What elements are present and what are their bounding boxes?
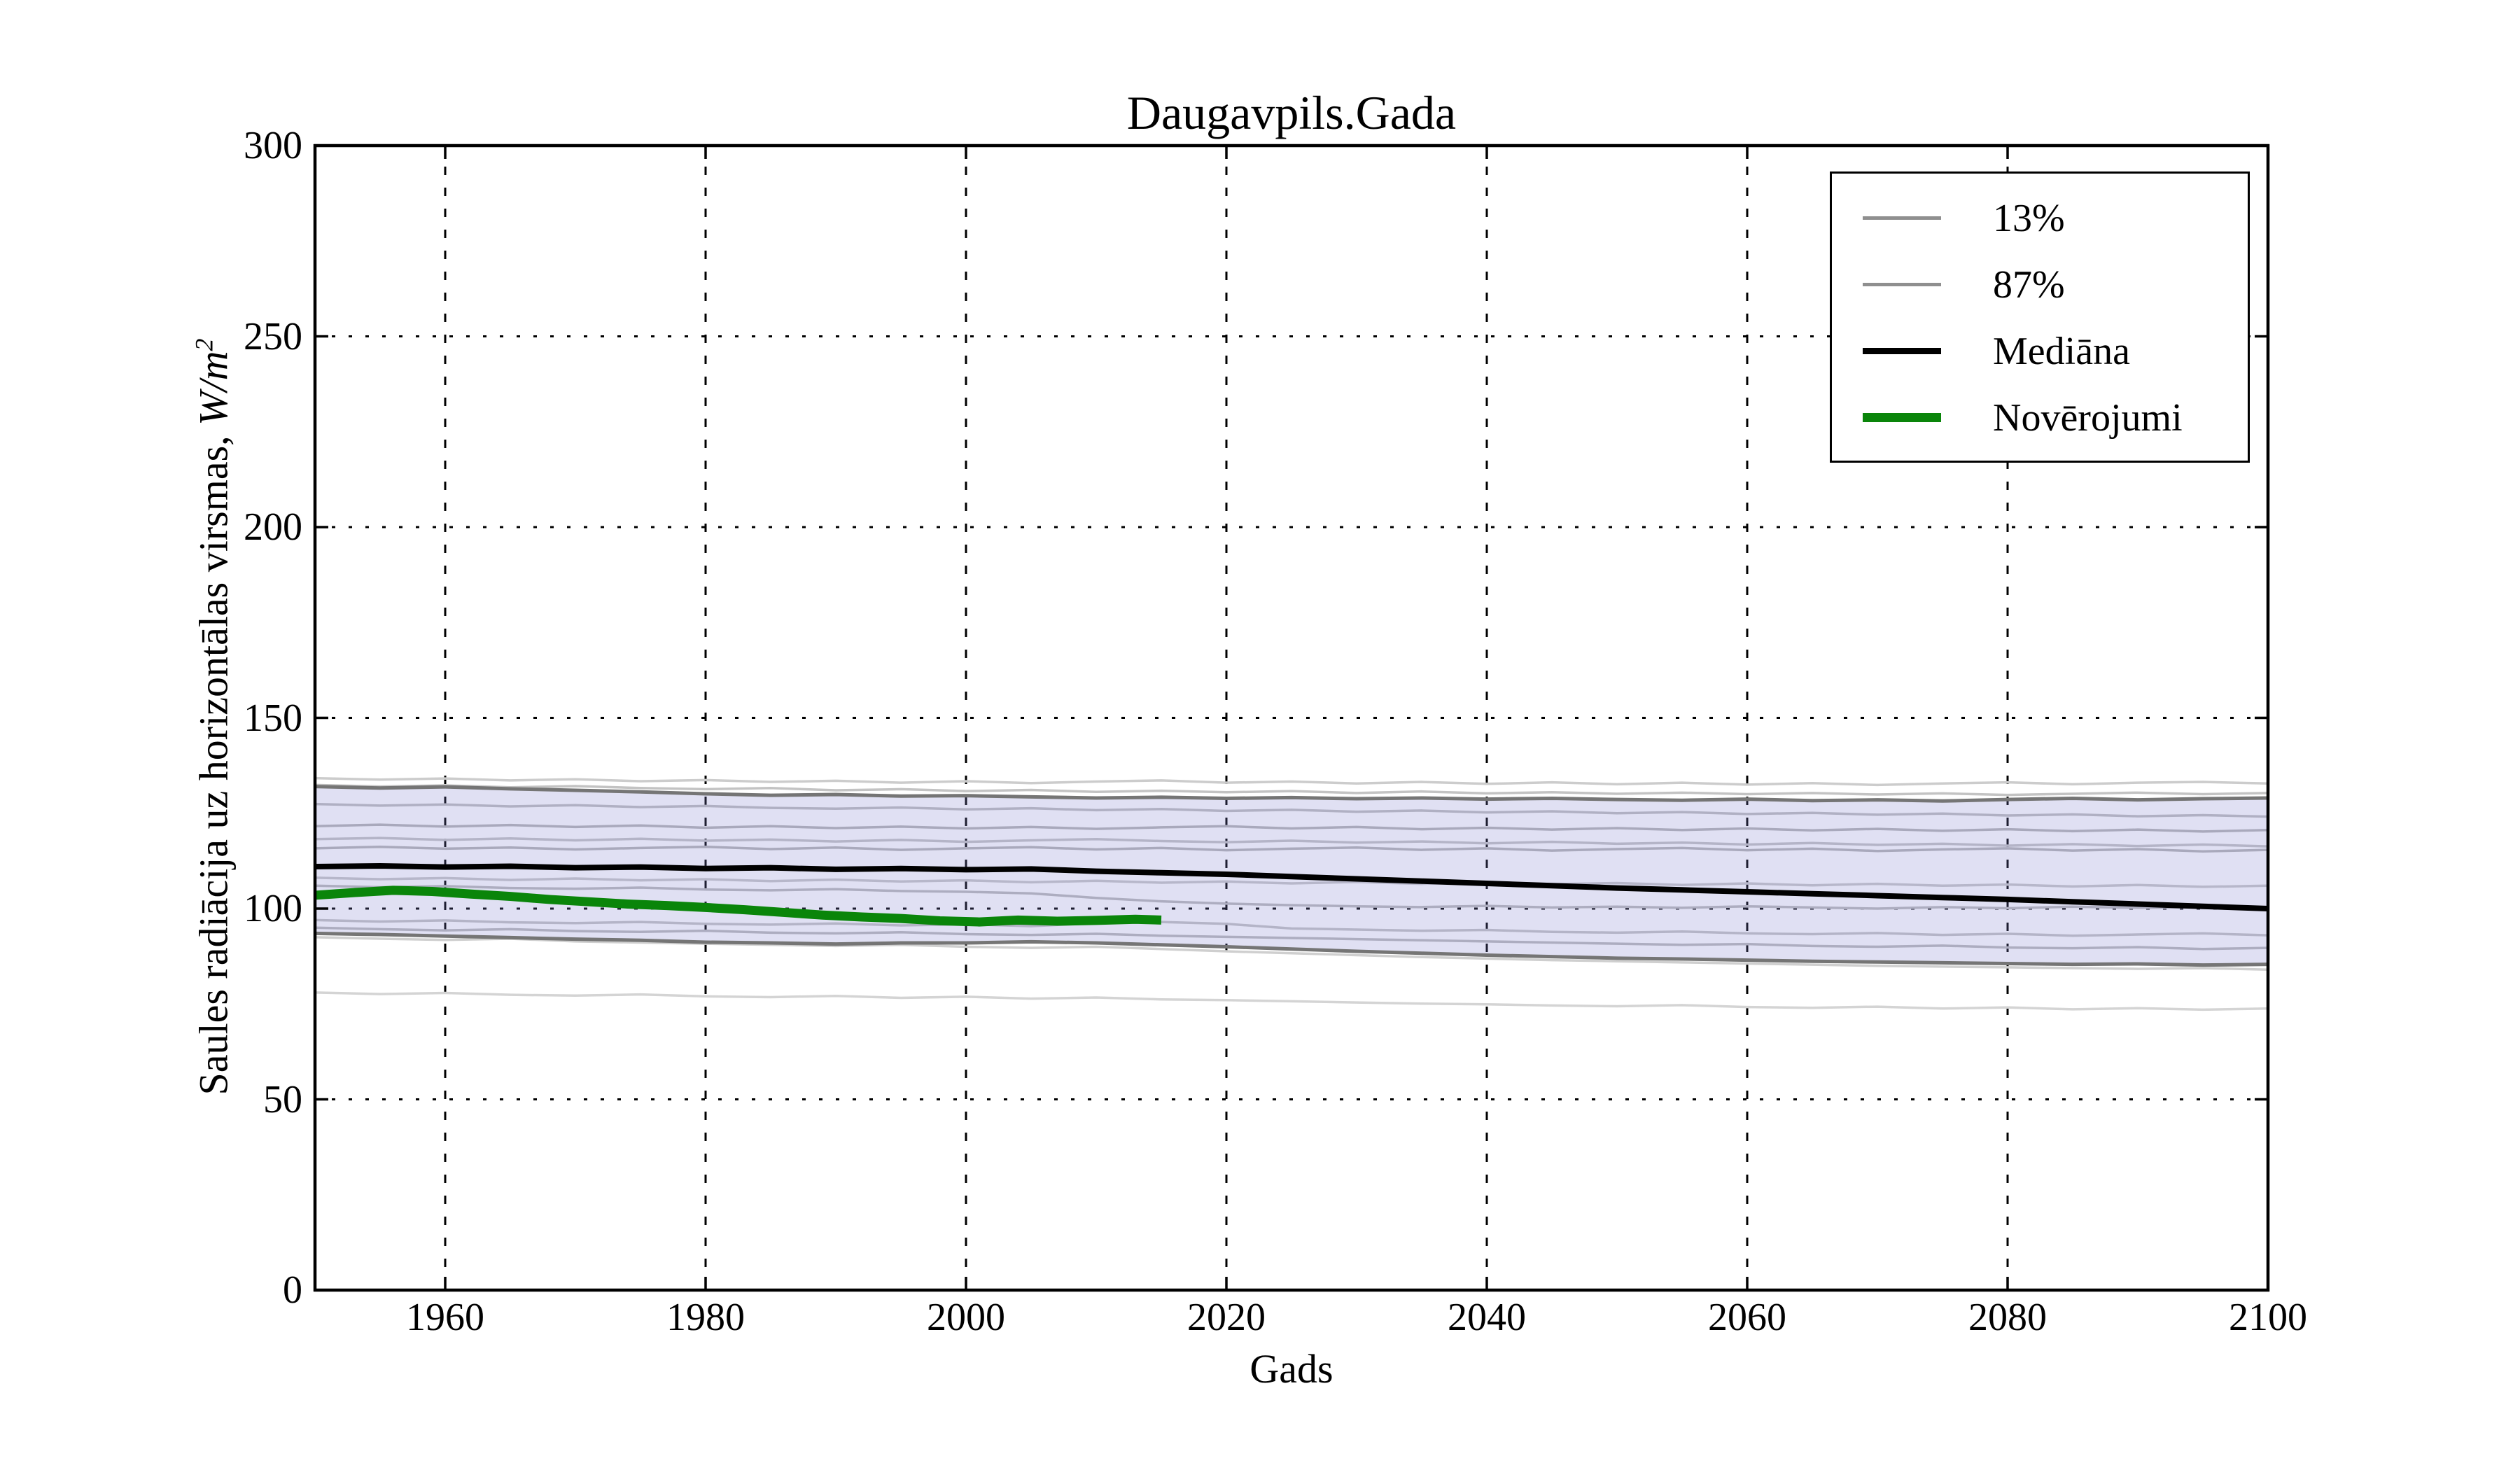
member-line-ansamblis-3 <box>314 802 2269 818</box>
y-tick-label: 300 <box>244 124 302 167</box>
chart-title: Daugavpils.Gada <box>1126 86 1457 139</box>
legend-label-noverojumi: Novērojumi <box>1993 396 2183 440</box>
legend-swatch-87pct-line <box>1863 283 1941 286</box>
member-line-ansamblis-2 <box>314 783 2269 797</box>
member-line-ansamblis-10 <box>314 926 2269 951</box>
member-line-ansamblis-6 <box>314 845 2269 853</box>
y-tick-label: 50 <box>263 1077 302 1121</box>
x-tick-label: 2060 <box>1708 1296 1786 1339</box>
legend-label-87pct: 87% <box>1993 262 2065 307</box>
y-axis-unit: W/m2 <box>190 338 237 426</box>
legend-row-13pct: 13% <box>1832 185 2248 251</box>
legend-box: 13% 87% Mediāna Novērojumi <box>1830 172 2250 463</box>
legend-label-13pct: 13% <box>1993 196 2065 240</box>
series-line-13% <box>314 931 2269 967</box>
legend-label-mediana: Mediāna <box>1993 329 2130 373</box>
x-tick-label: 1980 <box>666 1296 745 1339</box>
x-tick-label: 2040 <box>1448 1296 1526 1339</box>
member-line-ansamblis-11 <box>314 936 2269 971</box>
x-tick-label: 2080 <box>1968 1296 2047 1339</box>
series-line-Mediana <box>314 862 2269 911</box>
legend-swatch-mediana-line <box>1863 348 1941 354</box>
member-line-ansamblis-9 <box>314 918 2269 937</box>
x-axis-label: Gads <box>1250 1346 1334 1392</box>
member-line-ansamblis-7 <box>314 876 2269 888</box>
legend-row-87pct: 87% <box>1832 251 2248 318</box>
y-tick-label: 150 <box>244 696 302 740</box>
legend-row-noverojumi: Novērojumi <box>1832 384 2248 451</box>
series-line-87% <box>314 785 2269 803</box>
member-line-ansamblis-4 <box>314 823 2269 833</box>
y-tick-label: 200 <box>244 505 302 549</box>
y-tick-label: 100 <box>244 887 302 930</box>
observations-line <box>314 886 1162 927</box>
y-axis-label: Saules radiācija uz horizontālas virsmas… <box>172 87 237 1347</box>
x-tick-label: 2100 <box>2229 1296 2307 1339</box>
y-axis-label-text: Saules radiācija uz horizontālas virsmas… <box>190 425 237 1096</box>
x-tick-label: 2000 <box>927 1296 1005 1339</box>
member-line-ansamblis-8 <box>314 884 2269 910</box>
member-line-ansamblis-1 <box>314 776 2269 787</box>
legend-swatch-noverojumi-line <box>1863 413 1941 422</box>
member-line-ansamblis-5 <box>314 836 2269 848</box>
y-tick-label: 0 <box>283 1268 302 1312</box>
x-tick-label: 1960 <box>406 1296 484 1339</box>
member-line-ansamblis-12 <box>314 991 2269 1011</box>
legend-row-mediana: Mediāna <box>1832 318 2248 384</box>
x-tick-label: 2020 <box>1187 1296 1266 1339</box>
y-tick-label: 250 <box>244 314 302 358</box>
legend-swatch-13pct-line <box>1863 216 1941 220</box>
